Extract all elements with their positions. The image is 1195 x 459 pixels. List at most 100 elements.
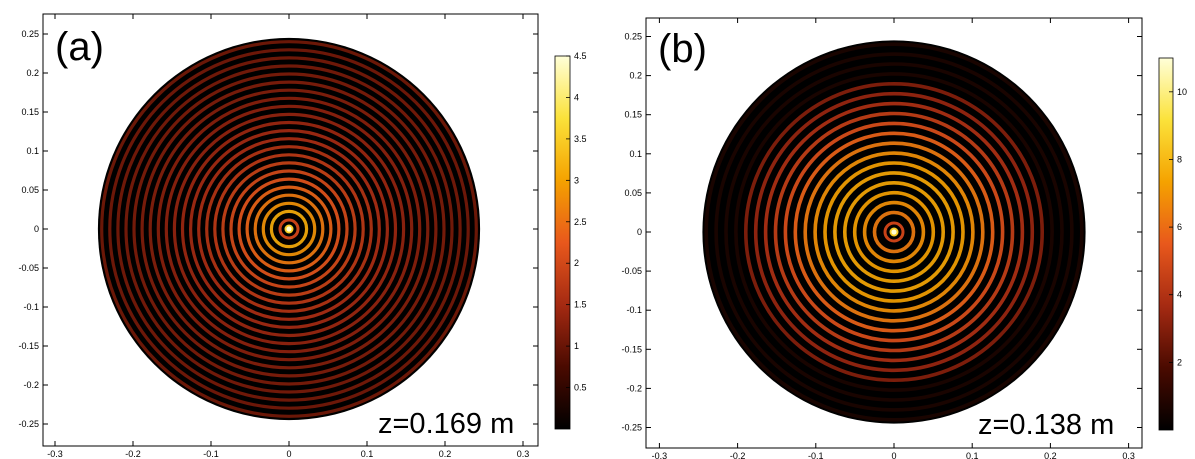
y-tick-label: 0.05 (21, 185, 39, 195)
intensity-ring (872, 210, 916, 254)
y-tick-label: 0.2 (26, 68, 39, 78)
intensity-ring (803, 141, 985, 323)
intensity-pattern-b (702, 40, 1086, 424)
intensity-ring (724, 62, 1064, 402)
y-tick-label: 0.2 (629, 71, 642, 81)
y-tick-label: -0.05 (18, 263, 39, 273)
intensity-ring (189, 129, 390, 330)
y-tick-label: 0.25 (21, 29, 39, 39)
y-tick-label: 0.15 (21, 107, 39, 117)
colorbar-tick-label: 1 (574, 341, 579, 351)
intensity-ring (164, 104, 414, 354)
y-tick-label: -0.25 (621, 423, 642, 433)
x-tick-label: 0.2 (439, 449, 452, 459)
y-tick-label: 0.05 (624, 188, 642, 198)
y-tick-label: 0 (637, 227, 642, 237)
y-tick-label: -0.15 (621, 344, 642, 354)
colorbar-tick-label: 8 (1177, 154, 1182, 164)
panel-label-b: (b) (658, 27, 707, 71)
y-tick-label: -0.25 (18, 419, 39, 429)
colorbar-tick-label: 0.5 (574, 383, 587, 393)
intensity-ring (763, 101, 1025, 363)
intensity-ring (197, 137, 381, 321)
intensity-ring (116, 56, 462, 402)
colorbar-a: 4.5 4 3.5 3 2.5 2 1.5 1 0.5 (554, 51, 587, 430)
colorbar-tick-label: 4.5 (574, 51, 587, 61)
x-tick-label: 0.3 (517, 449, 530, 459)
z-position-label-b: z=0.138 m (978, 409, 1114, 441)
colorbar-tick-label: 2 (574, 258, 579, 268)
intensity-ring (823, 161, 965, 303)
intensity-ring (205, 145, 373, 313)
intensity-ring (842, 181, 945, 284)
colorbar-tick-label: 2.5 (574, 217, 587, 227)
x-tick-label: 0 (286, 449, 291, 459)
intensity-ring (148, 88, 430, 370)
colorbar-tick-label: 2 (1177, 357, 1182, 367)
central-peak (891, 229, 897, 235)
panel-label-a: (a) (55, 25, 104, 69)
intensity-ring (862, 200, 926, 264)
intensity-ring (172, 112, 406, 346)
y-tick-label: -0.1 (23, 302, 39, 312)
intensity-ring (245, 185, 333, 273)
y-tick-label: -0.2 (23, 380, 39, 390)
intensity-ring (229, 169, 349, 289)
intensity-ring (852, 190, 936, 274)
x-tick-label: 0.3 (1122, 451, 1135, 459)
colorbar-tick-label: 4 (1177, 290, 1182, 300)
intensity-ring (156, 96, 422, 362)
colorbar-tick-label: 6 (1177, 222, 1182, 232)
intensity-ring (221, 161, 357, 297)
first-ring (883, 221, 905, 243)
x-tick-label: -0.1 (808, 451, 824, 459)
first-ring (278, 218, 300, 240)
intensity-ring (793, 131, 995, 333)
y-tick-label: 0.1 (26, 146, 39, 156)
intensity-ring (180, 120, 398, 338)
intensity-ring (100, 40, 478, 418)
x-tick-label: 0.2 (1044, 451, 1057, 459)
intensity-ring (124, 64, 454, 394)
colorbar-gradient (1158, 57, 1174, 431)
colorbar-tick-label: 10 (1177, 87, 1187, 97)
panel-b: -0.3 -0.2 -0.1 0 0.1 0.2 0.3 0.25 0.2 0.15 0.1 0.0… (621, 17, 1187, 459)
x-tick-label: 0.1 (361, 449, 374, 459)
colorbar-tick-label: 3 (574, 175, 579, 185)
y-tick-label: -0.2 (626, 383, 642, 393)
intensity-ring (753, 91, 1035, 373)
y-tick-label: 0.25 (624, 32, 642, 42)
intensity-ring (132, 72, 446, 386)
y-tick-label: 0.15 (624, 110, 642, 120)
y-axis-b: 0.25 0.2 0.15 0.1 0.05 0 -0.05 -0.1 -0.15 -0.2 -0.… (621, 32, 1142, 433)
y-tick-label: 0.1 (629, 149, 642, 159)
central-peak (286, 226, 292, 232)
x-tick-label: -0.2 (125, 449, 141, 459)
colorbar-gradient (554, 55, 571, 430)
colorbar-tick-label: 4 (574, 92, 579, 102)
y-tick-label: -0.05 (621, 266, 642, 276)
y-tick-label: -0.1 (626, 305, 642, 315)
intensity-ring (213, 153, 365, 305)
y-axis-a: 0.25 0.2 0.15 0.1 0.05 0 -0.05 -0.1 -0.15 -0.2 -0.… (18, 29, 538, 429)
y-tick-label: 0 (34, 224, 39, 234)
x-axis-b: -0.3 -0.2 -0.1 0 0.1 0.2 0.3 (652, 18, 1135, 459)
z-position-label-a: z=0.169 m (378, 408, 514, 440)
intensity-ring (813, 151, 975, 313)
intensity-ring (783, 121, 1005, 343)
colorbar-tick-label: 3.5 (574, 134, 587, 144)
intensity-pattern-a (97, 37, 481, 421)
intensity-ring (140, 80, 438, 378)
x-axis-a: -0.3 -0.2 -0.1 0 0.1 0.2 0.3 (47, 14, 529, 459)
intensity-ring (704, 42, 1084, 422)
x-tick-label: -0.2 (730, 451, 746, 459)
intensity-ring (833, 171, 955, 293)
y-tick-label: -0.15 (18, 341, 39, 351)
intensity-ring (108, 48, 470, 410)
intensity-ring (237, 177, 341, 281)
x-tick-label: -0.1 (203, 449, 219, 459)
intensity-ring (269, 209, 309, 249)
intensity-ring (743, 82, 1044, 382)
x-tick-label: -0.3 (652, 451, 668, 459)
